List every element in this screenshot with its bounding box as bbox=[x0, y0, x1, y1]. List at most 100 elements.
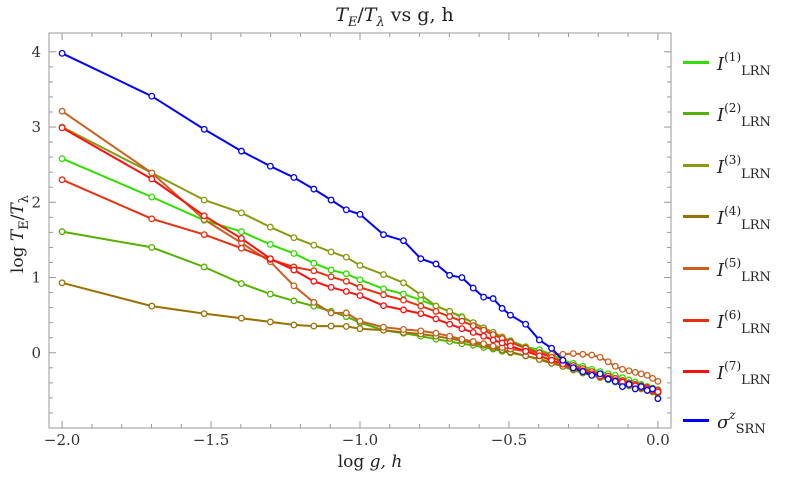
data-point-7 bbox=[469, 328, 477, 336]
legend-sub: LRN bbox=[741, 167, 771, 182]
data-point-8 bbox=[58, 49, 66, 57]
data-point-4 bbox=[266, 318, 274, 326]
legend-sub: LRN bbox=[741, 322, 771, 337]
data-point-6 bbox=[480, 326, 488, 334]
data-point-5 bbox=[458, 335, 466, 343]
y-axis-label: log TE/Tλ bbox=[8, 154, 32, 314]
data-point-7 bbox=[400, 306, 407, 314]
data-point-5 bbox=[356, 317, 364, 325]
x-tick-label: 0.0 bbox=[646, 431, 670, 449]
legend-sup: (3) bbox=[724, 153, 742, 167]
data-point-4 bbox=[290, 321, 298, 329]
legend-item: I(3)LRN bbox=[680, 153, 789, 182]
data-point-3 bbox=[237, 209, 245, 217]
data-point-3 bbox=[342, 253, 350, 261]
x-tick-label: −1.5 bbox=[193, 431, 229, 449]
y-tick-label: 4 bbox=[31, 43, 41, 61]
legend-label: I(3)LRN bbox=[717, 153, 771, 182]
x-label-prefix: log bbox=[337, 452, 370, 472]
data-point-7 bbox=[522, 347, 530, 355]
y-label-t1: T bbox=[8, 229, 28, 242]
data-point-8 bbox=[649, 385, 656, 393]
data-point-6 bbox=[327, 273, 335, 281]
data-point-7 bbox=[58, 124, 66, 132]
data-point-7 bbox=[432, 315, 440, 323]
y-tick-label: 2 bbox=[31, 193, 41, 211]
legend-label: I(7)LRN bbox=[717, 359, 771, 388]
data-point-4 bbox=[310, 322, 318, 330]
data-point-5 bbox=[469, 338, 477, 345]
legend-item: I(6)LRN bbox=[680, 308, 789, 337]
data-point-5 bbox=[417, 327, 425, 335]
data-point-2 bbox=[58, 228, 66, 236]
data-point-8 bbox=[498, 304, 506, 312]
data-point-8 bbox=[458, 274, 466, 281]
legend-base: I bbox=[717, 260, 725, 281]
legend-item: I(4)LRN bbox=[680, 204, 789, 233]
data-point-7 bbox=[356, 292, 364, 300]
data-point-7 bbox=[290, 266, 298, 274]
y-label-t2: T bbox=[8, 203, 28, 215]
data-point-5 bbox=[432, 329, 440, 337]
series-line-1 bbox=[61, 157, 659, 391]
data-point-5 bbox=[58, 107, 66, 115]
data-point-1 bbox=[290, 249, 298, 257]
data-point-8 bbox=[604, 375, 612, 383]
data-point-8 bbox=[588, 371, 596, 379]
data-point-4 bbox=[327, 322, 335, 330]
data-point-5 bbox=[654, 377, 662, 385]
data-point-8 bbox=[480, 293, 488, 301]
legend-label: I(1)LRN bbox=[717, 50, 771, 79]
series-line-4 bbox=[61, 281, 659, 394]
data-point-7 bbox=[458, 325, 466, 333]
data-point-3 bbox=[327, 248, 335, 256]
data-point-8 bbox=[356, 210, 364, 218]
data-point-7 bbox=[380, 302, 387, 310]
data-point-3 bbox=[200, 196, 208, 204]
data-point-5 bbox=[489, 342, 497, 350]
data-point-6 bbox=[417, 302, 425, 310]
legend-base: I bbox=[717, 208, 725, 229]
series-line-8 bbox=[61, 52, 659, 400]
x-tick-label: −2.0 bbox=[44, 431, 80, 449]
data-point-8 bbox=[200, 125, 208, 133]
series-line-7 bbox=[61, 126, 659, 393]
data-point-5 bbox=[380, 323, 387, 331]
data-point-8 bbox=[654, 395, 662, 403]
legend-base: I bbox=[717, 363, 725, 384]
data-point-8 bbox=[569, 364, 577, 372]
data-point-1 bbox=[342, 270, 350, 278]
data-point-8 bbox=[446, 271, 454, 279]
data-point-8 bbox=[522, 320, 530, 328]
title-sub2: λ bbox=[376, 15, 385, 30]
data-point-7 bbox=[342, 287, 350, 295]
data-point-1 bbox=[400, 290, 407, 298]
data-point-3 bbox=[290, 234, 298, 242]
legend-sup: (4) bbox=[724, 204, 742, 218]
legend-item: I(7)LRN bbox=[680, 359, 789, 388]
data-point-3 bbox=[417, 291, 425, 299]
data-point-7 bbox=[200, 212, 208, 220]
y-tick-label: 1 bbox=[31, 269, 41, 287]
data-point-5 bbox=[342, 309, 350, 317]
data-point-8 bbox=[237, 147, 245, 155]
data-point-8 bbox=[400, 237, 407, 245]
legend-swatch bbox=[683, 267, 709, 270]
data-point-7 bbox=[498, 339, 506, 347]
legend-item: I(2)LRN bbox=[680, 101, 789, 130]
data-point-8 bbox=[637, 383, 645, 391]
data-point-4 bbox=[148, 302, 156, 310]
legend-sub: LRN bbox=[741, 373, 771, 388]
y-label-slash: / bbox=[8, 214, 28, 221]
data-point-6 bbox=[310, 267, 318, 275]
title-t1: T bbox=[335, 4, 348, 26]
data-point-8 bbox=[596, 370, 604, 378]
legend-sup: (7) bbox=[724, 359, 742, 373]
data-point-5 bbox=[327, 309, 335, 317]
data-point-7 bbox=[148, 175, 156, 183]
data-point-3 bbox=[400, 279, 407, 287]
data-point-8 bbox=[506, 311, 514, 319]
legend-sub: LRN bbox=[741, 115, 771, 130]
data-point-8 bbox=[579, 368, 587, 376]
legend-base: I bbox=[717, 312, 725, 333]
